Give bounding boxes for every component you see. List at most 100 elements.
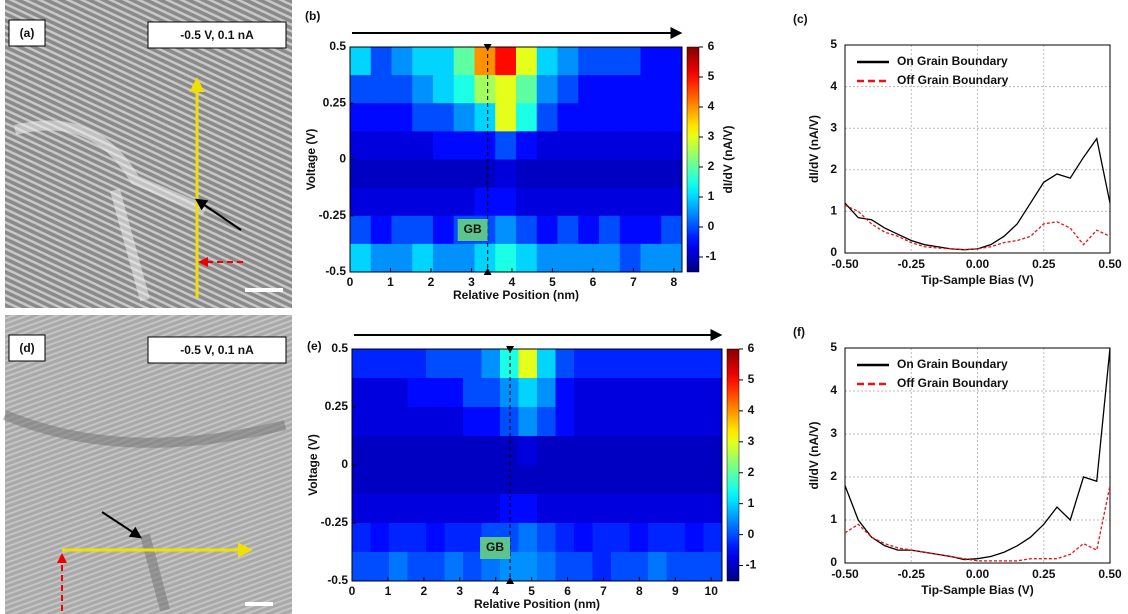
y-tick-label: 0 [339, 152, 346, 166]
heat-cell [619, 187, 641, 217]
heat-cell [666, 465, 686, 495]
heat-cell [433, 47, 455, 76]
heat-cell [518, 523, 538, 553]
x-tick-label: 8 [671, 275, 678, 289]
colorbar-tick-label: 3 [708, 129, 715, 143]
heat-cell [474, 103, 496, 132]
heat-cell [412, 243, 434, 273]
heat-cell [444, 378, 464, 408]
heat-cell [666, 552, 686, 582]
heat-cell [463, 349, 482, 379]
heat-cell [685, 349, 704, 379]
heat-cell [611, 436, 630, 466]
x-tick-label: 3 [468, 275, 475, 289]
x-tick-label: 1 [385, 584, 392, 598]
heat-cell [574, 552, 593, 582]
heat-cell [370, 159, 392, 189]
heat-cell [426, 465, 445, 495]
heat-cell [370, 552, 390, 582]
heat-cell [703, 465, 723, 495]
y-tick-label: 0 [830, 245, 837, 259]
heat-cell [495, 187, 517, 217]
heat-cell [629, 407, 649, 437]
heat-cell [370, 131, 392, 160]
heat-cell [500, 494, 519, 524]
x-tick-label: 10 [705, 584, 719, 598]
heat-cell [599, 75, 621, 104]
heat-cell [666, 523, 686, 553]
y-tick-label: 0.5 [331, 341, 348, 355]
heat-cell [537, 378, 556, 408]
label-box [8, 19, 46, 47]
heat-cell [391, 131, 413, 160]
black-arrow [195, 198, 242, 231]
gb-box [457, 219, 488, 241]
heat-cell [444, 494, 464, 524]
y-tick-label: 1 [830, 512, 837, 526]
heat-cell [703, 436, 723, 466]
panel-label: (a) [20, 26, 35, 40]
heat-cell [453, 159, 475, 189]
heat-cell [433, 131, 455, 160]
heat-cell [495, 215, 517, 245]
heat-cell [685, 465, 704, 495]
y-tick-label: -0.25 [321, 515, 349, 529]
heat-cell [500, 378, 519, 408]
heat-cell [407, 378, 427, 408]
heat-cell [481, 378, 501, 408]
x-axis-title: Tip-Sample Bias (V) [921, 583, 1033, 597]
colorbar-tick-label: 0 [708, 219, 715, 233]
series-line [844, 485, 1111, 562]
x-tick-label: 1 [387, 275, 394, 289]
heat-cell [536, 75, 558, 104]
heat-cell [495, 47, 517, 76]
series-line [844, 204, 1111, 251]
heat-cell [640, 243, 662, 273]
heat-cell [661, 187, 683, 217]
heat-cell [350, 159, 372, 189]
heat-cell [557, 187, 579, 217]
heat-cell [703, 407, 723, 437]
heat-cell [495, 131, 517, 160]
heat-cell [555, 523, 575, 553]
heat-cell [463, 407, 482, 437]
heat-cell [555, 552, 575, 582]
x-tick-label: 6 [590, 275, 597, 289]
y-tick-label: 2 [830, 162, 837, 176]
heat-cell [619, 243, 641, 273]
heat-cell [536, 47, 558, 76]
y-tick-label: 4 [830, 79, 837, 93]
heat-cell [666, 407, 686, 437]
heat-cell [557, 131, 579, 160]
heat-cell [555, 378, 575, 408]
heat-cell [495, 103, 517, 132]
annotation: -0.5 V, 0.1 nA [180, 28, 254, 42]
heat-cell [518, 436, 538, 466]
heat-cell [599, 215, 621, 245]
heat-cell [391, 75, 413, 104]
heat-cell [389, 552, 408, 582]
gb-label: GB [486, 540, 504, 554]
y-tick-label: 0.25 [323, 95, 347, 109]
heat-cell [481, 349, 501, 379]
heat-cell [481, 494, 501, 524]
heat-cell [350, 215, 372, 245]
heat-cell [453, 131, 475, 160]
heat-cell [537, 465, 556, 495]
heat-cell [444, 523, 464, 553]
x-tick-label: 9 [672, 584, 679, 598]
heat-cell [426, 378, 445, 408]
heat-cell [474, 75, 496, 104]
heat-cell [433, 159, 455, 189]
heat-cell [412, 131, 434, 160]
heat-cell [640, 103, 662, 132]
heat-cell [619, 47, 641, 76]
heat-cell [453, 47, 475, 76]
heat-cell [412, 47, 434, 76]
heat-cell [426, 552, 445, 582]
heat-cell [703, 552, 723, 582]
heat-cell [592, 378, 612, 408]
x-tick-label: -0.25 [898, 257, 926, 271]
heat-cell [611, 349, 630, 379]
heat-cell [640, 159, 662, 189]
